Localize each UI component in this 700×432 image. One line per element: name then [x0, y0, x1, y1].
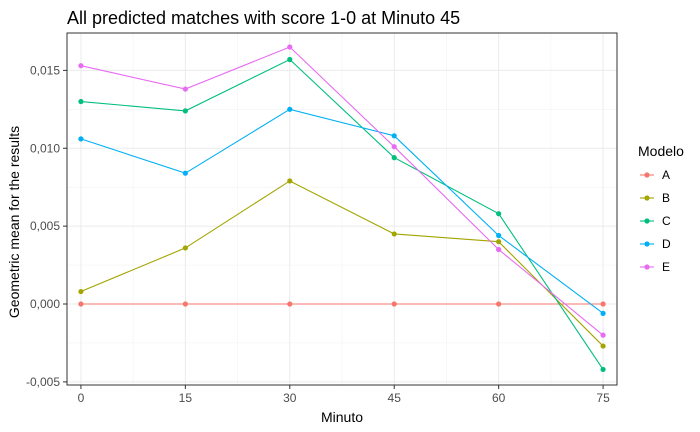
data-point-B: [78, 288, 84, 295]
series-line-D: [80, 108, 604, 314]
data-point-D: [287, 106, 293, 112]
series-E: [78, 44, 606, 338]
data-point-D: [78, 136, 84, 142]
x-tick-label: 60: [492, 391, 506, 405]
x-tick-label: 0: [78, 391, 85, 405]
series-A: [78, 301, 606, 307]
data-point-C: [78, 98, 84, 105]
data-point-B: [496, 239, 502, 245]
x-axis-title: Minuto: [321, 409, 363, 425]
plot-panel-border: [66, 32, 618, 386]
x-tick-label: 75: [596, 391, 610, 405]
legend-key-point: [644, 264, 650, 270]
y-tick-label: -0,005: [26, 375, 60, 389]
data-point-C: [391, 155, 397, 161]
legend-key-point: [644, 195, 650, 201]
series-D: [78, 106, 606, 316]
data-point-E: [78, 63, 84, 69]
legend-key-point: [644, 172, 650, 178]
y-tick-label: 0,005: [30, 219, 60, 233]
legend-item-B: B: [640, 191, 670, 205]
data-point-B: [600, 343, 606, 349]
legend-label: D: [662, 237, 671, 251]
data-point-D: [600, 310, 606, 316]
data-point-E: [496, 246, 502, 253]
data-point-A: [182, 301, 188, 307]
series-B: [78, 178, 606, 349]
x-tick-label: 30: [283, 391, 297, 405]
x-tick-label: 45: [388, 391, 402, 405]
series-line-B: [80, 180, 604, 347]
data-point-B: [182, 245, 188, 251]
legend-key-point: [644, 241, 650, 247]
y-tick-label: 0,010: [30, 141, 60, 155]
x-tick-label: 15: [179, 391, 193, 405]
series-line-E: [80, 46, 604, 336]
data-point-B: [287, 178, 293, 184]
legend-item-D: D: [640, 237, 671, 251]
data-point-C: [287, 56, 293, 63]
legend-label: E: [662, 260, 670, 274]
data-point-A: [496, 301, 502, 307]
series-C: [78, 56, 606, 373]
legend-item-C: C: [640, 214, 671, 228]
legend-label: C: [662, 214, 671, 228]
data-point-C: [182, 108, 188, 114]
data-point-C: [496, 211, 502, 217]
data-point-A: [600, 301, 606, 307]
legend-label: B: [662, 191, 670, 205]
data-point-E: [287, 44, 293, 50]
data-point-E: [600, 332, 606, 338]
data-point-A: [391, 301, 397, 307]
data-point-A: [287, 301, 293, 307]
data-point-A: [78, 301, 84, 307]
data-point-B: [391, 231, 397, 237]
data-point-E: [391, 144, 397, 150]
data-point-D: [496, 232, 502, 239]
y-tick-label: 0,015: [30, 63, 60, 77]
legend-label: A: [662, 168, 670, 182]
axes: 0 15 30 45 60 75 -0,005 0,000 0,005 0,010 0,015: [26, 63, 610, 405]
legend-item-E: E: [640, 260, 670, 274]
series-lines: [78, 44, 606, 373]
series-line-C: [80, 58, 604, 370]
data-point-E: [182, 86, 188, 92]
data-point-D: [182, 170, 188, 176]
chart-title: All predicted matches with score 1-0 at …: [67, 8, 460, 28]
y-tick-label: 0,000: [30, 297, 60, 311]
data-point-C: [600, 366, 606, 373]
legend-item-A: A: [640, 168, 670, 182]
data-point-D: [391, 133, 397, 139]
y-axis-title: Geometric mean for the results: [6, 126, 22, 318]
legend-title: Modelo: [638, 143, 684, 159]
legend-key-point: [644, 218, 650, 224]
grid: [67, 33, 617, 385]
